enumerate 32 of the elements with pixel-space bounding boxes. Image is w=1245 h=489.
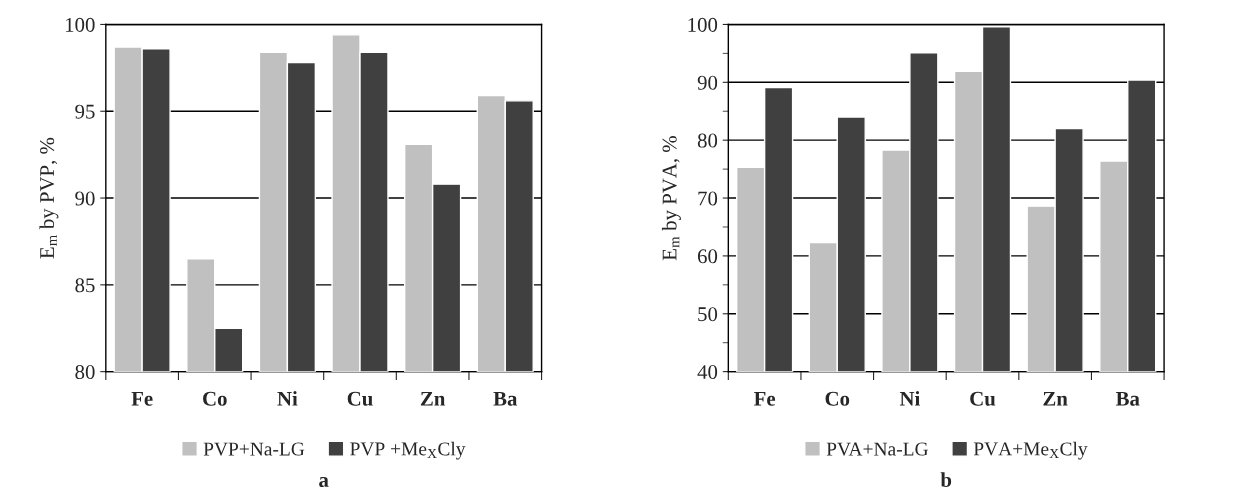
text: a	[319, 477, 329, 487]
x-tick-label: Fe	[131, 391, 153, 406]
x-tick-label: Ba	[1115, 391, 1140, 406]
y-tick-label: 85	[75, 278, 95, 293]
y-tick-label: 80	[697, 133, 718, 148]
y-tick-label: 100	[65, 17, 95, 32]
y-tick-label: 100	[688, 17, 718, 32]
x-tick-label: Cu	[347, 391, 373, 406]
y-axis-title: E$_{m}$ by PVP, %	[39, 137, 59, 259]
legend-label: PVP+Na-LG	[203, 442, 305, 456]
x-tick-label: Ba	[493, 391, 518, 406]
x-tick-label: Co	[825, 391, 850, 406]
y-tick-label: 95	[75, 104, 95, 119]
y-axis-title: E$_{m}$ by PVA, %	[661, 136, 681, 261]
y-tick-label: 60	[697, 249, 718, 264]
x-tick-label: Ni	[899, 391, 920, 406]
x-tick-label: Cu	[970, 391, 996, 406]
x-tick-label: Zn	[1043, 391, 1068, 406]
text: b	[940, 472, 952, 487]
x-tick-label: Zn	[420, 391, 446, 406]
y-tick-label: 50	[698, 307, 718, 322]
x-tick-label: Fe	[754, 391, 776, 406]
y-tick-label: 40	[697, 365, 718, 380]
y-tick-label: 70	[698, 191, 718, 206]
x-tick-label: Co	[203, 391, 227, 406]
legend-label: PVP +Me$_{X}$Cly	[350, 441, 466, 460]
y-tick-label: 90	[697, 75, 718, 90]
y-tick-label: 80	[75, 365, 95, 380]
legend-label: PVA+Na-LG	[826, 442, 928, 456]
x-tick-label: Ni	[277, 391, 298, 406]
legend-label: PVA+Me$_{X}$Cly	[973, 441, 1088, 460]
y-tick-label: 90	[75, 191, 95, 206]
